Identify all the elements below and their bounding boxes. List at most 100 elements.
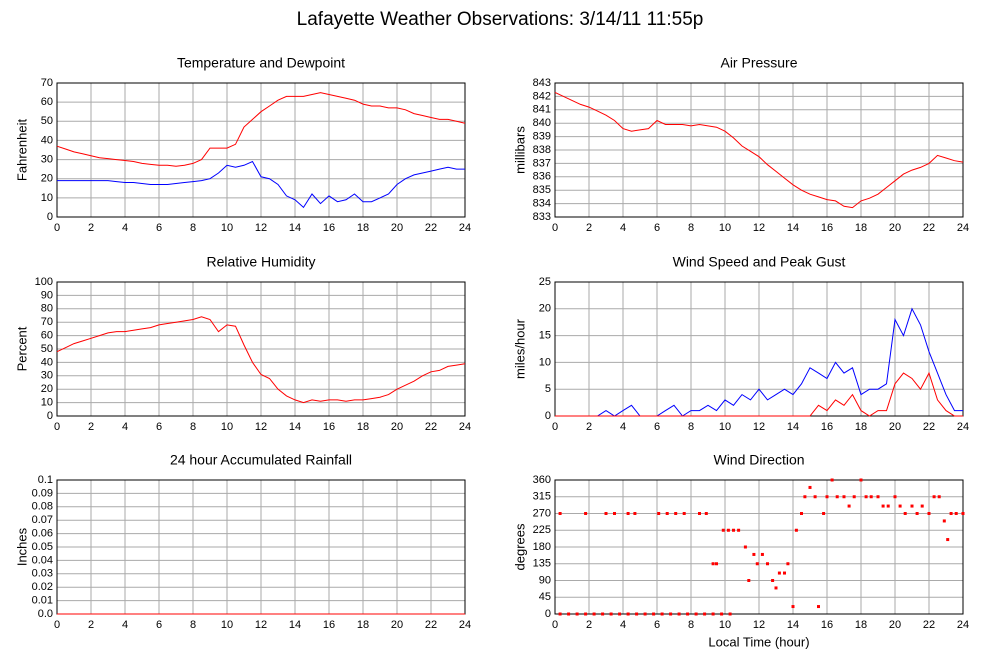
- data-point: [830, 478, 834, 482]
- data-point: [755, 562, 759, 566]
- data-point: [786, 562, 790, 566]
- x-tick-label: 8: [190, 421, 196, 433]
- data-point: [783, 571, 786, 575]
- x-tick-label: 2: [586, 619, 592, 631]
- x-tick-label: 20: [889, 619, 901, 631]
- page-title: Lafayette Weather Observations: 3/14/11 …: [297, 9, 704, 30]
- y-tick-label: 10: [41, 192, 53, 204]
- data-point: [635, 612, 639, 616]
- data-point: [613, 512, 616, 515]
- plot-frame: [56, 281, 466, 417]
- x-tick-label: 14: [787, 421, 799, 433]
- y-axis-label: Inches: [14, 527, 29, 566]
- data-line: [555, 371, 963, 417]
- data-point: [777, 571, 781, 575]
- y-tick-label: 0.07: [32, 514, 53, 526]
- data-point: [665, 512, 669, 515]
- y-tick-label: 0.08: [32, 501, 53, 513]
- data-point: [711, 562, 715, 566]
- x-tick-label: 4: [122, 619, 128, 631]
- x-tick-label: 10: [221, 619, 233, 631]
- y-tick-label: 20: [41, 173, 53, 185]
- data-point: [835, 495, 839, 499]
- y-tick-label: 70: [41, 316, 53, 328]
- y-tick-label: 80: [41, 303, 53, 315]
- x-tick-label: 0: [552, 619, 558, 631]
- x-tick-label: 10: [719, 619, 731, 631]
- data-point: [903, 512, 907, 515]
- x-tick-label: 16: [821, 222, 833, 234]
- y-tick-label: 0.06: [32, 528, 53, 540]
- y-tick-label: 90: [41, 289, 53, 301]
- data-point: [949, 512, 953, 515]
- data-point: [942, 519, 946, 523]
- plot-frame: [554, 479, 964, 615]
- data-point: [771, 579, 775, 582]
- data-point: [760, 552, 764, 556]
- x-tick-label: 8: [190, 619, 196, 631]
- y-tick-label: 838: [533, 144, 551, 156]
- x-tick-label: 22: [923, 421, 935, 433]
- data-point: [721, 528, 725, 532]
- data-point: [886, 504, 890, 508]
- y-tick-label: 30: [41, 370, 53, 382]
- data-point: [910, 504, 914, 508]
- data-point: [774, 586, 778, 590]
- x-tick-label: 18: [357, 222, 369, 234]
- x-tick-label: 8: [688, 619, 694, 631]
- data-point: [842, 495, 846, 499]
- y-tick-label: 60: [41, 96, 53, 108]
- x-tick-label: 12: [753, 222, 765, 234]
- y-tick-label: 100: [35, 276, 53, 288]
- x-tick-label: 14: [787, 619, 799, 631]
- y-tick-label: 40: [41, 134, 53, 146]
- y-tick-label: 0: [545, 608, 551, 620]
- data-point: [747, 579, 751, 582]
- data-point: [766, 562, 769, 566]
- x-tick-label: 14: [787, 222, 799, 234]
- y-tick-label: 833: [533, 211, 551, 223]
- data-point: [643, 612, 647, 616]
- y-tick-label: 837: [533, 157, 551, 169]
- data-point: [633, 512, 637, 515]
- plot-frame: [56, 82, 466, 218]
- y-tick-label: 835: [533, 184, 551, 196]
- x-tick-label: 18: [855, 222, 867, 234]
- x-tick-label: 16: [323, 619, 335, 631]
- x-tick-label: 0: [552, 421, 558, 433]
- x-tick-label: 12: [255, 619, 267, 631]
- y-tick-label: 839: [533, 131, 551, 143]
- data-point: [920, 504, 924, 508]
- y-tick-label: 0.09: [32, 487, 53, 499]
- y-tick-label: 834: [533, 198, 551, 210]
- data-point: [657, 512, 661, 515]
- x-tick-label: 18: [855, 421, 867, 433]
- data-line: [555, 307, 963, 417]
- x-tick-label: 10: [719, 222, 731, 234]
- x-tick-label: 6: [156, 222, 162, 234]
- data-line: [554, 91, 964, 209]
- y-tick-label: 0.04: [32, 554, 53, 566]
- x-axis-label: Local Time (hour): [708, 634, 809, 649]
- data-point: [822, 512, 826, 515]
- y-axis-label: Percent: [14, 326, 29, 371]
- data-point: [601, 612, 605, 616]
- y-tick-label: 836: [533, 171, 551, 183]
- y-tick-label: 0.01: [32, 595, 53, 607]
- x-tick-label: 24: [957, 619, 969, 631]
- chart-title: Relative Humidity: [207, 254, 316, 270]
- x-tick-label: 4: [620, 421, 626, 433]
- data-point: [800, 512, 803, 515]
- data-point: [743, 545, 747, 549]
- y-tick-label: 10: [41, 397, 53, 409]
- data-point: [915, 512, 919, 515]
- x-tick-label: 18: [855, 619, 867, 631]
- y-tick-label: 0: [545, 410, 551, 422]
- data-point: [737, 528, 741, 532]
- data-point: [927, 512, 931, 515]
- x-tick-label: 10: [221, 222, 233, 234]
- data-point: [558, 612, 562, 616]
- x-tick-label: 12: [255, 421, 267, 433]
- x-tick-label: 16: [821, 421, 833, 433]
- data-point: [728, 612, 732, 616]
